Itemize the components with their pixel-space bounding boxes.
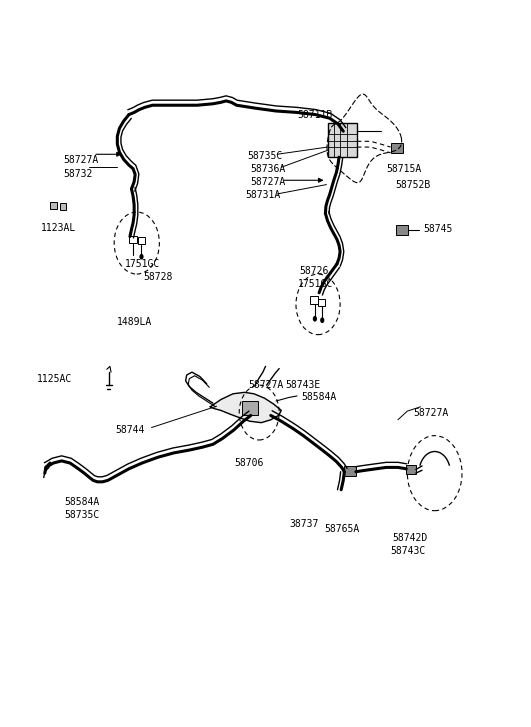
Text: 58744: 58744 [116,425,145,435]
Bar [310,297,318,304]
Text: 1751GC: 1751GC [125,259,160,269]
Bar [396,225,408,235]
Text: 38737: 38737 [290,518,319,529]
Bar [59,203,66,210]
Polygon shape [210,393,281,422]
Text: 58715A: 58715A [387,164,422,174]
Text: 58711B: 58711B [297,110,332,120]
Text: 58743C: 58743C [391,546,426,556]
Text: 1489LA: 1489LA [117,317,152,326]
Circle shape [313,316,317,321]
Text: 58584A: 58584A [65,497,100,507]
Bar [406,465,416,474]
Text: 58728: 58728 [143,272,173,282]
Text: 58727A: 58727A [249,380,284,390]
Text: 58732: 58732 [63,169,92,180]
Circle shape [140,254,143,260]
Text: 1125AC: 1125AC [37,374,72,385]
Text: 1123AL: 1123AL [40,223,76,233]
Text: 58735C: 58735C [247,150,282,161]
Text: 58726: 58726 [299,266,329,276]
Bar [138,237,145,244]
Bar [344,466,356,476]
Bar [130,236,137,243]
Text: 58706: 58706 [234,458,263,468]
Text: 58743E: 58743E [286,380,321,390]
Text: 58736A: 58736A [251,164,286,174]
FancyBboxPatch shape [328,123,357,157]
Bar [50,202,57,209]
Text: 58745: 58745 [423,225,452,234]
Text: 58742D: 58742D [392,533,428,543]
Bar [391,142,403,153]
Text: 58735C: 58735C [65,510,100,520]
Bar [242,401,258,415]
Bar [318,299,325,306]
Circle shape [320,317,324,323]
Text: 58727A: 58727A [414,408,449,417]
Text: 58731A: 58731A [245,190,281,200]
Text: 58584A: 58584A [301,393,337,403]
Text: 58765A: 58765A [324,524,359,534]
Text: 1751GC: 1751GC [298,279,333,289]
Text: 58727A: 58727A [63,155,98,165]
Text: 58752B: 58752B [396,180,431,190]
Text: 58727A: 58727A [251,177,286,187]
